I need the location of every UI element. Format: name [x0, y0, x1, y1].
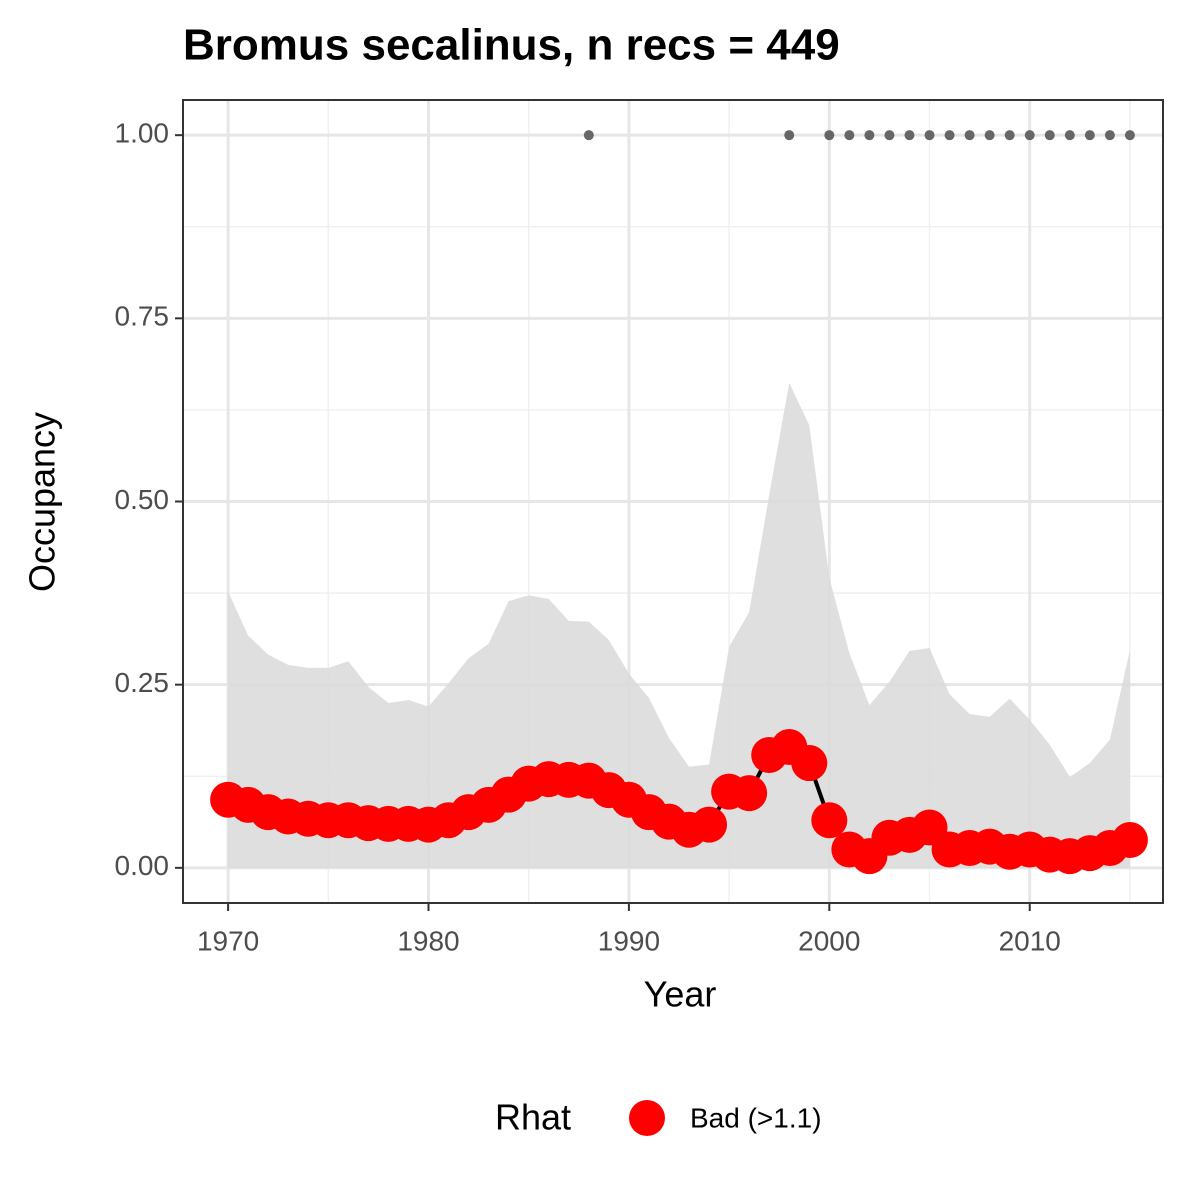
point: [691, 806, 728, 843]
detection-point: [1104, 130, 1115, 141]
chart-title: Bromus secalinus, n recs = 449: [183, 21, 840, 70]
detection-point: [824, 130, 835, 141]
y-tick-label: 0.00: [115, 850, 170, 881]
point: [1111, 821, 1148, 858]
detection-point: [583, 130, 594, 141]
point: [811, 802, 848, 839]
detection-point: [1084, 130, 1095, 141]
detection-point: [1044, 130, 1055, 141]
detection-point: [944, 130, 955, 141]
confidence-band: [228, 382, 1130, 868]
point: [791, 745, 828, 782]
x-tick-label: 1990: [598, 925, 660, 956]
detection-point: [1124, 130, 1135, 141]
x-tick-label: 1970: [197, 925, 259, 956]
x-tick-label: 1980: [397, 925, 459, 956]
legend-key: [629, 1100, 665, 1136]
legend-label: Bad (>1.1): [690, 1102, 822, 1133]
point: [731, 775, 768, 812]
detection-point: [964, 130, 975, 141]
detection-point: [1024, 130, 1035, 141]
detection-point: [1004, 130, 1015, 141]
x-axis-label: Year: [644, 974, 717, 1015]
legend-title: Rhat: [495, 1097, 571, 1138]
y-tick-label: 0.75: [115, 301, 170, 332]
y-tick-label: 1.00: [115, 118, 170, 149]
detection-point: [884, 130, 895, 141]
detection-point: [784, 130, 795, 141]
detection-point: [1064, 130, 1075, 141]
detection-point: [924, 130, 935, 141]
x-tick-label: 2010: [999, 925, 1061, 956]
detection-point: [984, 130, 995, 141]
y-axis-label: Occupancy: [22, 412, 63, 592]
plot-border: [182, 99, 1164, 904]
x-tick-label: 2000: [798, 925, 860, 956]
y-tick-label: 0.50: [115, 484, 170, 515]
detection-point: [864, 130, 875, 141]
y-tick-label: 0.25: [115, 667, 170, 698]
detection-point: [844, 130, 855, 141]
detection-point: [904, 130, 915, 141]
